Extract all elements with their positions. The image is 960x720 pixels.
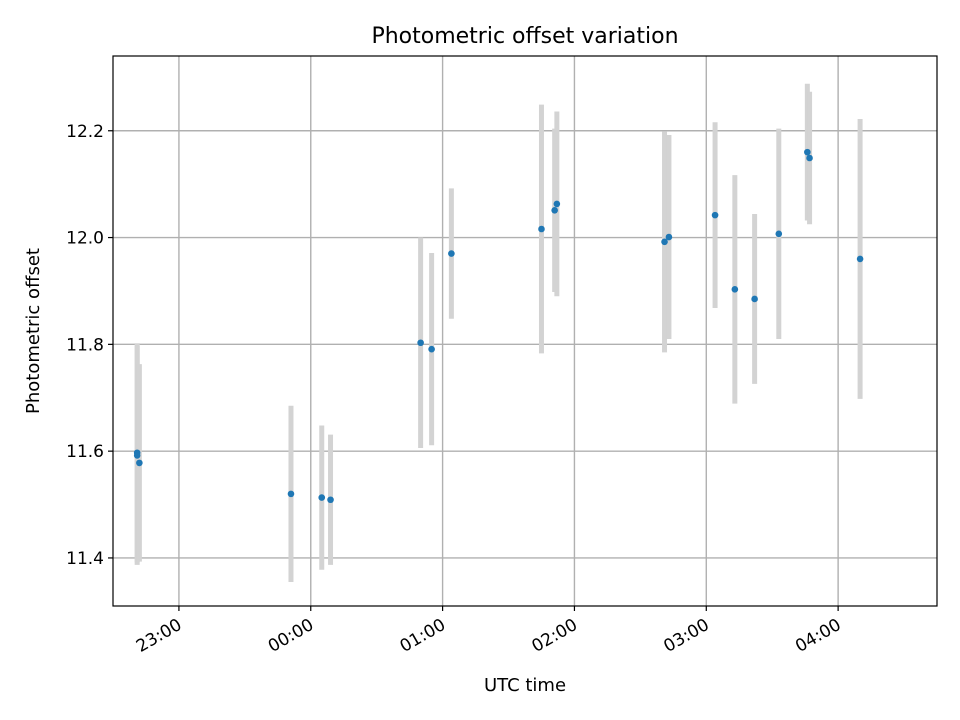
data-points [133, 148, 864, 504]
plot-frame [112, 55, 938, 607]
y-tick-label: 12.0 [66, 229, 104, 249]
data-point [775, 230, 783, 238]
y-tick-label: 12.2 [66, 122, 104, 142]
data-point [133, 452, 141, 459]
y-tick-label: 11.4 [66, 549, 104, 569]
data-point [327, 496, 334, 504]
x-axis-label: UTC time [484, 675, 566, 696]
data-point [751, 295, 758, 303]
data-point [538, 225, 545, 233]
y-tick-label: 11.8 [66, 335, 104, 355]
data-point [318, 494, 326, 501]
data-point [806, 154, 813, 162]
data-point [287, 490, 295, 498]
data-point [551, 207, 558, 214]
chart-title: Photometric offset variation [371, 24, 678, 49]
data-point [731, 286, 739, 293]
y-tick-label: 11.6 [66, 442, 104, 462]
data-point [448, 250, 455, 257]
data-point [661, 238, 668, 246]
grid [113, 56, 937, 606]
data-point [711, 211, 719, 219]
data-point [856, 255, 864, 263]
data-point [665, 233, 673, 241]
y-axis-label: Photometric offset [23, 248, 44, 414]
data-point [417, 339, 424, 347]
data-point [553, 200, 561, 208]
data-point [804, 148, 811, 156]
data-point [136, 459, 143, 467]
data-point [428, 345, 435, 353]
